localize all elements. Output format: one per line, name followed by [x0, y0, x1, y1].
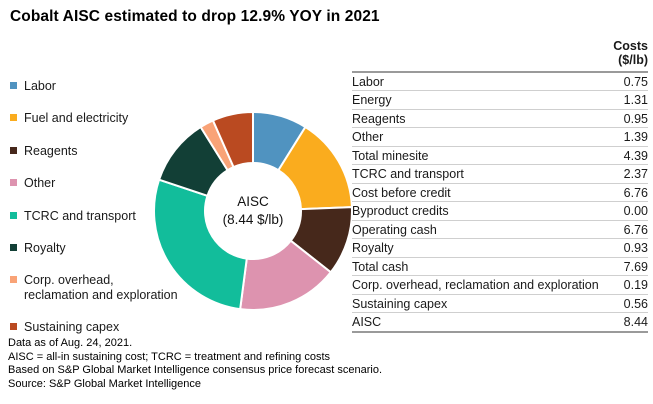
- table-row: Cost before credit 6.76: [352, 183, 648, 203]
- table-row-value: 0.19: [611, 275, 648, 295]
- costs-table: Costs ($/lb) Labor 0.75 Energy 1.31 Reag…: [352, 39, 648, 333]
- legend-swatch-icon: [10, 276, 17, 284]
- table-row: Total cash 7.69: [352, 257, 648, 277]
- legend-item-label: Fuel and electricity: [24, 111, 129, 126]
- table-row: Total minesite 4.39: [352, 146, 648, 166]
- footnote-line: Data as of Aug. 24, 2021.: [8, 337, 133, 349]
- table-row-label: Labor: [352, 71, 612, 92]
- table-row: Sustaining capex 0.56: [352, 294, 648, 314]
- legend-item: Reagents: [10, 144, 195, 158]
- footnote-line: Based on S&P Global Market Intelligence …: [8, 364, 382, 376]
- table-row-value: 0.56: [611, 294, 648, 314]
- table-row-value: 0.75: [611, 71, 648, 92]
- chart-title: Cobalt AISC estimated to drop 12.9% YOY …: [10, 8, 380, 25]
- legend-swatch-icon: [10, 146, 17, 154]
- table-row: TCRC and transport 2.37: [352, 164, 648, 184]
- table-row-label: Corp. overhead, reclamation and explorat…: [352, 275, 612, 295]
- table-row-value: 0.95: [611, 109, 648, 129]
- table-row-value: 4.39: [611, 146, 648, 166]
- legend-item-label: Royalty: [24, 240, 66, 255]
- footnote-line: Source: S&P Global Market Intelligence: [8, 377, 202, 390]
- legend-item-label: Reagents: [24, 143, 78, 158]
- table-row-label: Operating cash: [352, 220, 612, 240]
- table-row: Other 1.39: [352, 127, 648, 147]
- table-row: Royalty 0.93: [352, 238, 648, 258]
- legend-swatch-icon: [10, 82, 17, 89]
- table-row: Energy 1.31: [352, 90, 648, 110]
- legend-swatch-icon: [10, 114, 17, 122]
- legend-item-label: TCRC and transport: [24, 208, 136, 223]
- table-row: Operating cash 6.76: [352, 220, 648, 240]
- donut-chart: AISC (8.44 $/lb): [148, 106, 358, 316]
- table-row: Byproduct credits 0.00: [352, 201, 648, 221]
- legend-swatch-icon: [10, 179, 17, 187]
- legend-item-label: Other: [24, 176, 56, 191]
- legend-swatch-icon: [10, 211, 17, 219]
- table-row-label: TCRC and transport: [352, 164, 612, 184]
- legend-item: Corp. overhead, reclamation and explorat…: [10, 273, 195, 302]
- legend-item-label: Sustaining capex: [24, 320, 120, 334]
- legend-item: Royalty: [10, 241, 195, 255]
- table-row: AISC 8.44: [352, 312, 648, 333]
- table-row-value: 6.76: [611, 183, 648, 203]
- chart-legend: Labor Fuel and electricity Reagents Othe…: [10, 79, 195, 334]
- legend-item: Labor: [10, 79, 195, 93]
- donut-segment-sustaining-capex: [211, 111, 254, 169]
- table-row-value: 1.39: [611, 127, 648, 147]
- table-row-label: Energy: [352, 90, 612, 110]
- legend-swatch-icon: [10, 323, 17, 330]
- table-row-label: Reagents: [352, 109, 612, 129]
- legend-item: TCRC and transport: [10, 209, 195, 223]
- table-row-value: 0.00: [611, 201, 648, 221]
- legend-item-label: Corp. overhead, reclamation and explorat…: [24, 273, 178, 302]
- legend-item: Other: [10, 176, 195, 190]
- costs-table-header: Costs ($/lb): [611, 39, 648, 73]
- table-row: Corp. overhead, reclamation and explorat…: [352, 275, 648, 295]
- table-row-label: Sustaining capex: [352, 294, 612, 314]
- footnotes: Data as of Aug. 24, 2021. AISC = all-in s…: [8, 337, 382, 391]
- table-row: Reagents 0.95: [352, 109, 648, 129]
- legend-swatch-icon: [10, 243, 17, 251]
- costs-table-spacer-header: [352, 39, 612, 73]
- table-row: Labor 0.75: [352, 71, 648, 92]
- table-row-value: 8.44: [611, 312, 648, 333]
- table-row-value: 7.69: [611, 257, 648, 277]
- table-row-label: Cost before credit: [352, 183, 612, 203]
- legend-item: Fuel and electricity: [10, 111, 195, 125]
- table-row-value: 0.93: [611, 238, 648, 258]
- legend-item-label: Labor: [24, 79, 56, 93]
- table-row-label: Royalty: [352, 238, 612, 258]
- footnote-line: AISC = all-in sustaining cost; TCRC = tr…: [8, 350, 330, 363]
- donut-chart-svg: [153, 111, 353, 311]
- table-row-label: AISC: [352, 312, 612, 333]
- table-row-label: Other: [352, 127, 612, 147]
- table-row-value: 2.37: [611, 164, 648, 184]
- legend-item: Sustaining capex: [10, 320, 195, 334]
- table-row-label: Total minesite: [352, 146, 612, 166]
- donut-segment-tcrc-and-transport: [153, 178, 248, 311]
- table-row-value: 1.31: [611, 90, 648, 110]
- table-row-label: Total cash: [352, 257, 612, 277]
- table-row-label: Byproduct credits: [352, 201, 612, 221]
- table-row-value: 6.76: [611, 220, 648, 240]
